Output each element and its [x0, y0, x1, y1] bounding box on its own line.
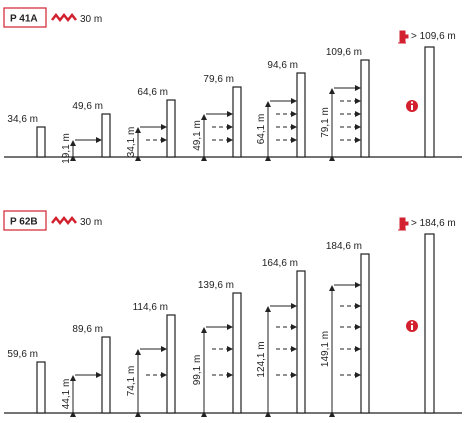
reach-text: 30 m — [80, 14, 102, 25]
building — [166, 99, 176, 158]
building — [360, 253, 370, 414]
height-label: 114,6 m — [133, 302, 168, 313]
info-icon-mark — [411, 105, 413, 110]
building — [101, 113, 111, 158]
max-height-label: > 109,6 m — [411, 31, 456, 42]
info-icon-mark — [411, 325, 413, 330]
height-label: 64,6 m — [137, 87, 168, 98]
dimension-label: 44,1 m — [61, 379, 72, 410]
building — [36, 126, 46, 158]
building — [101, 336, 111, 414]
building — [36, 361, 46, 414]
building — [296, 72, 306, 158]
tall-building — [424, 46, 435, 158]
height-label: 79,6 m — [203, 74, 234, 85]
dimension-label: 19,1 m — [61, 133, 72, 164]
height-label: 34,6 m — [7, 114, 38, 125]
dimension-label: 49,1 m — [192, 120, 203, 151]
reach-icon — [51, 12, 77, 23]
height-label: 59,6 m — [7, 349, 38, 360]
hydrant-icon — [398, 30, 409, 44]
dimension-label: 64,1 m — [256, 114, 267, 145]
height-label: 109,6 m — [326, 47, 362, 58]
height-label: 94,6 m — [267, 60, 298, 71]
building — [166, 314, 176, 414]
dimension-label: 124,1 m — [256, 341, 267, 377]
dimension-label: 74,1 m — [126, 366, 137, 397]
hydrant-icon — [398, 217, 409, 231]
max-height-label: > 184,6 m — [411, 218, 456, 229]
height-label: 164,6 m — [262, 258, 298, 269]
tall-building — [424, 233, 435, 414]
dimension-label: 99,1 m — [192, 355, 203, 386]
building — [232, 86, 242, 158]
height-label: 49,6 m — [72, 101, 103, 112]
building — [232, 292, 242, 414]
dimension-label: 34,1 m — [126, 127, 137, 158]
building — [296, 270, 306, 414]
height-label: 184,6 m — [326, 241, 362, 252]
building — [360, 59, 370, 158]
info-icon-dot — [410, 101, 414, 104]
height-label: 139,6 m — [198, 280, 234, 291]
panel-label: P 62B — [10, 217, 38, 228]
dimension-label: 79,1 m — [320, 107, 331, 138]
panel-label: P 41A — [10, 14, 38, 25]
reach-text: 30 m — [80, 217, 102, 228]
panel-label-box — [3, 7, 47, 28]
reach-icon — [51, 215, 77, 226]
dimension-label: 149,1 m — [320, 331, 331, 367]
panel-label-box — [3, 210, 47, 231]
info-icon-dot — [410, 321, 414, 324]
height-label: 89,6 m — [72, 324, 103, 335]
